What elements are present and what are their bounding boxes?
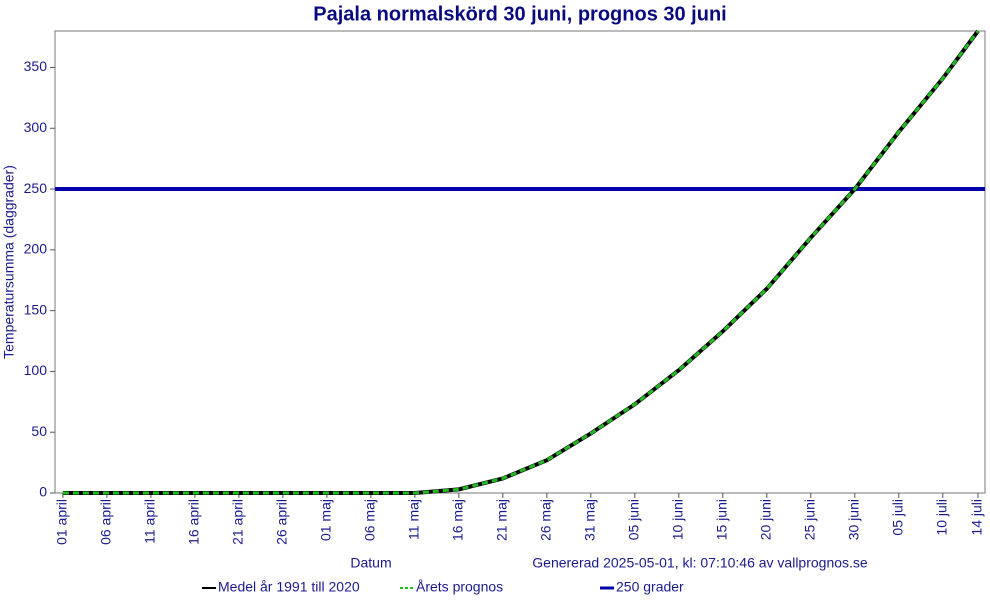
x-tick-label: 21 april — [230, 499, 246, 545]
series-line — [62, 30, 980, 495]
x-tick-label: 06 maj — [362, 499, 378, 541]
legend-label: Årets prognos — [416, 579, 503, 595]
x-tick-label: 10 juli — [933, 499, 949, 536]
x-tick-label: 11 april — [142, 499, 158, 544]
x-tick-label: 10 juni — [670, 499, 686, 540]
y-axis-label: Temperatursumma (daggrader) — [1, 165, 17, 359]
x-tick-label: 26 april — [274, 499, 290, 545]
x-tick-label: 21 maj — [494, 499, 510, 541]
chart-title: Pajala normalskörd 30 juni, prognos 30 j… — [313, 3, 726, 25]
y-tick-label: 300 — [24, 119, 48, 135]
y-tick-label: 250 — [24, 180, 48, 196]
x-tick-label: 25 juni — [801, 499, 817, 540]
x-tick-label: 31 maj — [582, 499, 598, 541]
x-tick-label: 05 juli — [889, 499, 905, 536]
x-axis-label: Datum — [350, 555, 391, 571]
x-tick-label: 01 maj — [318, 499, 334, 541]
legend-label: Medel år 1991 till 2020 — [218, 579, 360, 595]
y-tick-label: 0 — [39, 484, 47, 500]
x-tick-label: 16 maj — [450, 499, 466, 541]
y-tick-label: 50 — [31, 423, 47, 439]
x-tick-label: 06 april — [98, 499, 114, 545]
x-tick-label: 26 maj — [538, 499, 554, 541]
y-tick-label: 350 — [24, 58, 48, 74]
x-tick-label: 15 juni — [714, 499, 730, 540]
plot-frame — [54, 30, 986, 494]
y-tick-label: 150 — [24, 301, 48, 317]
legend-label: 250 grader — [616, 579, 684, 595]
y-tick-label: 100 — [24, 362, 48, 378]
x-tick-label: 30 juni — [845, 499, 861, 540]
x-tick-label: 14 juli — [969, 499, 985, 536]
x-tick-label: 11 maj — [406, 499, 422, 540]
x-tick-label: 01 april — [54, 499, 70, 545]
x-tick-label: 05 juni — [626, 499, 642, 540]
x-tick-label: 20 juni — [758, 499, 774, 540]
series-line — [62, 29, 980, 495]
x-tick-label: 16 april — [186, 499, 202, 545]
annotation: Genererad 2025-05-01, kl: 07:10:46 av va… — [532, 555, 868, 571]
y-tick-label: 200 — [24, 241, 48, 257]
